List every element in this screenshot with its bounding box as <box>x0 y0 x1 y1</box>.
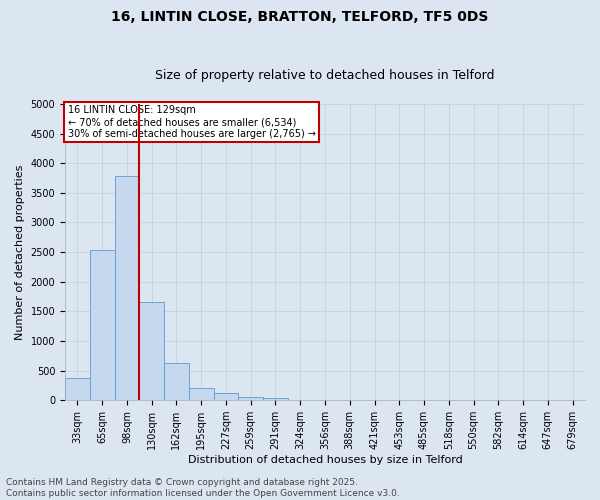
Bar <box>115 176 139 400</box>
Text: 16 LINTIN CLOSE: 129sqm
← 70% of detached houses are smaller (6,534)
30% of semi: 16 LINTIN CLOSE: 129sqm ← 70% of detache… <box>68 106 316 138</box>
Bar <box>139 302 164 400</box>
Bar <box>263 398 288 400</box>
Bar <box>65 378 90 400</box>
Title: Size of property relative to detached houses in Telford: Size of property relative to detached ho… <box>155 69 495 82</box>
Bar <box>214 393 238 400</box>
Bar <box>238 398 263 400</box>
Text: Contains HM Land Registry data © Crown copyright and database right 2025.
Contai: Contains HM Land Registry data © Crown c… <box>6 478 400 498</box>
Bar <box>90 250 115 400</box>
X-axis label: Distribution of detached houses by size in Telford: Distribution of detached houses by size … <box>188 455 463 465</box>
Bar <box>164 364 189 400</box>
Text: 16, LINTIN CLOSE, BRATTON, TELFORD, TF5 0DS: 16, LINTIN CLOSE, BRATTON, TELFORD, TF5 … <box>112 10 488 24</box>
Bar <box>189 388 214 400</box>
Y-axis label: Number of detached properties: Number of detached properties <box>15 164 25 340</box>
